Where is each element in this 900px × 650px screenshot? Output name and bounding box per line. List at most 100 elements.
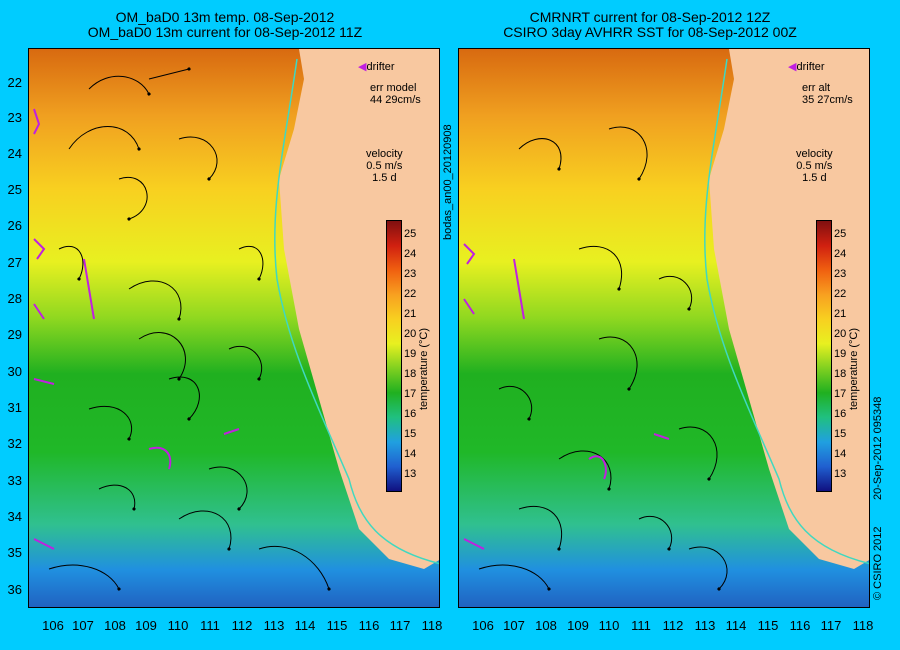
left-map xyxy=(29,49,439,607)
right-title: CMRNRT current for 08-Sep-2012 12Z CSIRO… xyxy=(480,10,820,40)
lat-tick: 31 xyxy=(7,400,22,415)
velocity-scale: 0.5 m/s xyxy=(366,160,403,172)
timestamp-text: 20-Sep-2012 095348 xyxy=(872,396,884,500)
left-colorbar-label: temperature (°C) xyxy=(418,327,430,410)
colorbar-tick: 19 xyxy=(404,348,417,360)
colorbar-tick: 15 xyxy=(834,428,847,440)
velocity-days: 1.5 d xyxy=(802,172,827,184)
lat-tick: 34 xyxy=(7,509,22,524)
drifter-marker-icon: ◀ xyxy=(788,61,797,73)
colorbar-tick: 22 xyxy=(834,288,847,300)
coastline-contour xyxy=(274,58,439,565)
colorbar-tick: 17 xyxy=(404,388,417,400)
lon-tick: 112 xyxy=(662,618,684,633)
colorbar-tick: 21 xyxy=(404,308,417,320)
right-title-line1: CMRNRT current for 08-Sep-2012 12Z xyxy=(529,9,771,25)
lat-tick: 22 xyxy=(7,75,22,90)
lon-tick: 107 xyxy=(72,618,94,633)
left-velocity-legend: velocity 0.5 m/s 1.5 d xyxy=(366,148,403,184)
lat-tick: 29 xyxy=(7,327,22,342)
velocity-scale: 0.5 m/s xyxy=(796,160,833,172)
lat-tick: 32 xyxy=(7,436,22,451)
colorbar-tick: 21 xyxy=(834,308,847,320)
right-colorbar xyxy=(816,220,832,492)
lon-tick: 113 xyxy=(694,618,716,633)
colorbar-tick: 25 xyxy=(404,228,417,240)
velocity-days: 1.5 d xyxy=(372,172,397,184)
colorbar-tick: 22 xyxy=(404,288,417,300)
left-drifter-legend: ◀drifter xyxy=(358,60,395,73)
colorbar-tick: 13 xyxy=(404,468,417,480)
lon-tick: 115 xyxy=(757,618,779,633)
colorbar-tick: 14 xyxy=(404,448,417,460)
right-map xyxy=(459,49,869,607)
lat-tick: 35 xyxy=(7,545,22,560)
drifter-tracks xyxy=(33,108,240,550)
velocity-label: velocity xyxy=(366,148,403,160)
colorbar-tick: 24 xyxy=(404,248,417,260)
lon-tick: 117 xyxy=(389,618,411,633)
coastline-contour xyxy=(704,58,869,565)
lon-tick: 111 xyxy=(631,618,651,633)
right-map-panel xyxy=(458,48,870,608)
colorbar-tick: 18 xyxy=(834,368,847,380)
err-label: err alt xyxy=(802,82,831,94)
lon-tick: 109 xyxy=(135,618,157,633)
lon-tick: 110 xyxy=(598,618,620,633)
colorbar-tick: 23 xyxy=(834,268,847,280)
current-arrows xyxy=(48,67,331,591)
lon-tick: 112 xyxy=(231,618,253,633)
lon-tick: 114 xyxy=(294,618,316,633)
right-drifter-legend: ◀drifter xyxy=(788,60,825,73)
lat-tick: 28 xyxy=(7,291,22,306)
colorbar-tick: 13 xyxy=(834,468,847,480)
drifter-label: drifter xyxy=(366,61,395,73)
left-colorbar xyxy=(386,220,402,492)
lon-tick: 116 xyxy=(358,618,380,633)
colorbar-tick: 23 xyxy=(404,268,417,280)
colorbar-tick: 18 xyxy=(404,368,417,380)
colorbar-tick: 20 xyxy=(834,328,847,340)
drifter-label: drifter xyxy=(796,61,825,73)
colorbar-tick: 24 xyxy=(834,248,847,260)
right-velocity-legend: velocity 0.5 m/s 1.5 d xyxy=(796,148,833,184)
left-title-line2: OM_baD0 13m current for 08-Sep-2012 11Z xyxy=(87,24,363,40)
lat-tick: 27 xyxy=(7,255,22,270)
right-colorbar-label: temperature (°C) xyxy=(848,327,860,410)
lat-tick: 36 xyxy=(7,582,22,597)
colorbar-tick: 17 xyxy=(834,388,847,400)
left-title: OM_baD0 13m temp. 08-Sep-2012 OM_baD0 13… xyxy=(60,10,390,40)
current-arrows xyxy=(478,126,728,591)
drifter-tracks xyxy=(463,243,670,550)
lon-tick: 118 xyxy=(852,618,874,633)
lon-tick: 117 xyxy=(820,618,842,633)
lon-tick: 114 xyxy=(725,618,747,633)
lat-tick: 26 xyxy=(7,218,22,233)
colorbar-tick: 25 xyxy=(834,228,847,240)
err-value: 44 29cm/s xyxy=(370,94,421,106)
err-label: err model xyxy=(370,82,417,94)
lon-tick: 106 xyxy=(42,618,64,633)
lat-tick: 24 xyxy=(7,146,22,161)
lon-tick: 110 xyxy=(167,618,189,633)
right-title-line2: CSIRO 3day AVHRR SST for 08-Sep-2012 00Z xyxy=(503,24,797,40)
lon-tick: 111 xyxy=(200,618,220,633)
run-id-text: bodas_an00_20120908 xyxy=(442,124,454,240)
colorbar-tick: 16 xyxy=(404,408,417,420)
colorbar-tick: 19 xyxy=(834,348,847,360)
lon-tick: 107 xyxy=(503,618,525,633)
lon-tick: 115 xyxy=(326,618,348,633)
velocity-label: velocity xyxy=(796,148,833,160)
colorbar-tick: 14 xyxy=(834,448,847,460)
lon-tick: 108 xyxy=(535,618,557,633)
err-value: 35 27cm/s xyxy=(802,94,853,106)
left-map-panel xyxy=(28,48,440,608)
colorbar-tick: 15 xyxy=(404,428,417,440)
lat-tick: 30 xyxy=(7,364,22,379)
lat-tick: 33 xyxy=(7,473,22,488)
lon-tick: 108 xyxy=(104,618,126,633)
copyright-text: © CSIRO 2012 xyxy=(872,526,884,600)
lat-tick: 25 xyxy=(7,182,22,197)
colorbar-tick: 16 xyxy=(834,408,847,420)
lon-tick: 118 xyxy=(421,618,443,633)
